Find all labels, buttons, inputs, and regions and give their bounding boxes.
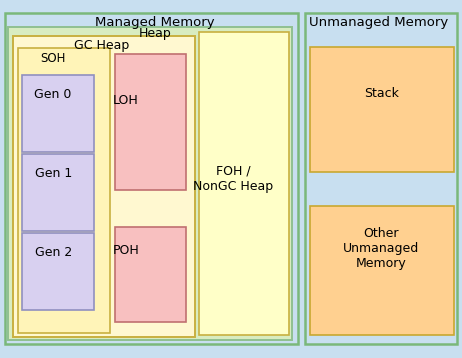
FancyBboxPatch shape	[115, 227, 186, 322]
FancyBboxPatch shape	[199, 32, 289, 335]
Text: Heap: Heap	[139, 27, 171, 40]
FancyBboxPatch shape	[18, 48, 110, 333]
Text: POH: POH	[112, 244, 139, 257]
FancyBboxPatch shape	[22, 233, 94, 310]
FancyBboxPatch shape	[13, 36, 195, 337]
Text: Unmanaged Memory: Unmanaged Memory	[309, 16, 449, 29]
FancyBboxPatch shape	[115, 54, 186, 190]
Text: GC Heap: GC Heap	[74, 39, 129, 52]
Text: Other
Unmanaged
Memory: Other Unmanaged Memory	[343, 227, 419, 270]
Text: SOH: SOH	[41, 52, 66, 65]
FancyBboxPatch shape	[310, 206, 454, 335]
Text: Gen 0: Gen 0	[35, 88, 72, 101]
FancyBboxPatch shape	[5, 13, 298, 344]
FancyBboxPatch shape	[305, 13, 457, 344]
FancyBboxPatch shape	[310, 47, 454, 172]
Text: Stack: Stack	[364, 87, 399, 100]
Text: LOH: LOH	[113, 94, 139, 107]
Text: FOH /
NonGC Heap: FOH / NonGC Heap	[193, 165, 274, 193]
Text: Gen 2: Gen 2	[35, 246, 72, 259]
FancyBboxPatch shape	[8, 27, 292, 340]
FancyBboxPatch shape	[22, 154, 94, 231]
Text: Managed Memory: Managed Memory	[95, 16, 214, 29]
FancyBboxPatch shape	[22, 75, 94, 152]
Text: Gen 1: Gen 1	[35, 167, 72, 180]
